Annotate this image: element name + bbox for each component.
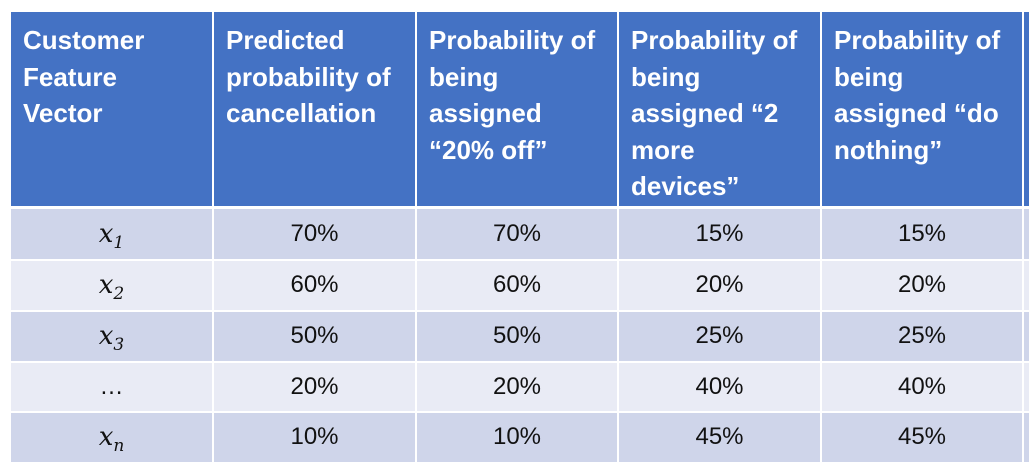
prob-2-more-devices-cell: 45%: [695, 423, 744, 450]
prob-do-nothing-cell: 40%: [897, 373, 947, 400]
feature-vector-cell: xn: [11, 412, 212, 462]
feature-vector-cell: x2: [11, 260, 212, 310]
prob-do-nothing-cell: 20%: [897, 271, 947, 298]
prob-20-off-cell: 20%: [492, 373, 542, 400]
header-predicted-cancellation: Predicted probability of cancellation: [214, 12, 415, 207]
row-divider: [11, 411, 1029, 413]
header-line: being: [834, 61, 904, 92]
header-line: “20% off”: [429, 134, 548, 165]
var-subscript: 3: [113, 335, 125, 355]
ellipsis-cell: …: [99, 373, 124, 400]
header-line: being: [631, 61, 701, 92]
table-row: … 20% 20% 40% 40%: [11, 362, 1029, 412]
column-divider: [820, 12, 822, 462]
feature-vector-cell: x3: [11, 311, 212, 361]
feature-vector-cell: x1: [11, 209, 212, 259]
var-x: x: [98, 219, 114, 249]
var-x: x: [98, 321, 114, 351]
table-row: x1 70% 70% 15% 15%: [11, 209, 1029, 259]
header-line: nothing”: [834, 134, 943, 165]
header-cut-off-column: [1024, 12, 1029, 207]
row-divider: [11, 310, 1029, 312]
var-subscript: 2: [113, 284, 125, 304]
prob-20-off-cell: 50%: [492, 322, 542, 349]
prob-do-nothing-cell: 25%: [897, 322, 947, 349]
row-divider: [11, 259, 1029, 261]
header-line: assigned: [429, 98, 542, 128]
var-subscript: n: [113, 436, 125, 456]
header-line: Probability of: [429, 25, 596, 55]
header-customer-feature-vector: Customer Feature Vector: [11, 12, 212, 207]
header-line: Feature: [23, 61, 117, 92]
row-divider: [11, 361, 1029, 363]
prob-20-off-cell: 10%: [492, 423, 542, 450]
header-line: more: [631, 134, 695, 165]
header-line: cancellation: [226, 98, 377, 128]
prob-2-more-devices-cell: 20%: [695, 271, 744, 298]
header-prob-2-more-devices: Probability of being assigned “2 more de…: [619, 12, 820, 207]
cancellation-prob-cell: 50%: [290, 322, 339, 349]
var-subscript: 1: [113, 233, 125, 253]
column-divider: [212, 12, 214, 462]
table-row: xn 10% 10% 45% 45%: [11, 412, 1029, 462]
header-divider: [11, 206, 1029, 209]
var-x: x: [98, 422, 114, 452]
header-line: assigned “do: [834, 98, 999, 128]
header-line: Customer: [23, 25, 145, 55]
probability-table: Customer Feature Vector Predicted probab…: [11, 12, 1029, 462]
cancellation-prob-cell: 70%: [290, 220, 339, 247]
var-x: x: [98, 270, 114, 300]
table-row: x2 60% 60% 20% 20%: [11, 260, 1029, 310]
prob-2-more-devices-cell: 25%: [695, 322, 744, 349]
column-divider: [617, 12, 619, 462]
prob-20-off-cell: 70%: [492, 220, 542, 247]
prob-2-more-devices-cell: 15%: [695, 220, 744, 247]
header-line: Probability of: [834, 25, 1001, 55]
header-line: being: [429, 61, 499, 92]
header-line: Probability of: [631, 25, 798, 55]
cancellation-prob-cell: 20%: [290, 373, 339, 400]
header-prob-20-off: Probability of being assigned “20% off”: [417, 12, 617, 207]
prob-do-nothing-cell: 45%: [897, 423, 947, 450]
prob-do-nothing-cell: 15%: [897, 220, 947, 247]
cancellation-prob-cell: 10%: [290, 423, 339, 450]
prob-20-off-cell: 60%: [492, 271, 542, 298]
prob-2-more-devices-cell: 40%: [695, 373, 744, 400]
header-line: probability of: [226, 61, 391, 92]
column-divider: [415, 12, 417, 462]
header-prob-do-nothing: Probability of being assigned “do nothin…: [822, 12, 1022, 207]
header-line: Predicted: [226, 25, 345, 55]
header-line: devices”: [631, 171, 740, 201]
header-line: Vector: [23, 98, 103, 128]
header-line: assigned “2: [631, 98, 779, 128]
column-divider: [1022, 12, 1024, 462]
cancellation-prob-cell: 60%: [290, 271, 339, 298]
table-row: x3 50% 50% 25% 25%: [11, 311, 1029, 361]
